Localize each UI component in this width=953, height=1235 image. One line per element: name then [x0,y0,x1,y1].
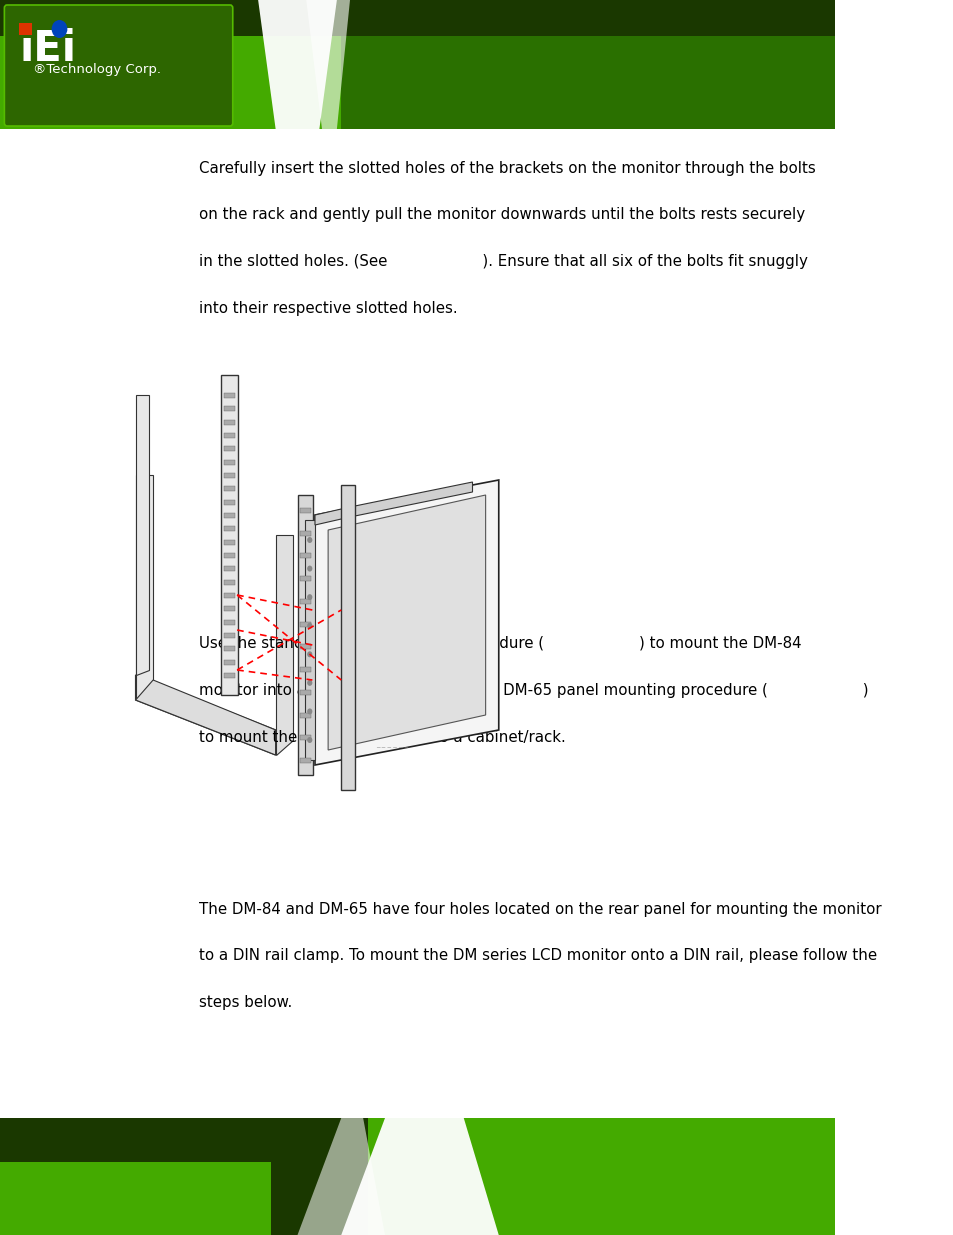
Circle shape [307,651,312,657]
Bar [224,406,234,411]
Text: steps below.: steps below. [198,995,292,1010]
Bar [300,645,311,650]
Bar [300,553,311,558]
Bar [0,128,834,1118]
Bar [224,606,234,611]
Bar [224,659,234,664]
Polygon shape [297,1118,385,1235]
Bar [224,459,234,464]
Polygon shape [135,395,149,676]
Polygon shape [314,480,498,764]
FancyBboxPatch shape [5,5,233,126]
Bar [224,646,234,651]
Bar [300,531,311,536]
Bar [224,513,234,517]
Bar [224,593,234,598]
Bar [367,1118,834,1235]
Bar [341,485,355,790]
Bar [300,713,311,718]
Polygon shape [135,475,153,700]
Bar [224,500,234,505]
Text: into their respective slotted holes.: into their respective slotted holes. [198,301,456,316]
Bar [224,673,234,678]
Bar [300,758,311,763]
Text: The DM-84 and DM-65 have four holes located on the rear panel for mounting the m: The DM-84 and DM-65 have four holes loca… [198,902,881,916]
Bar [224,634,234,638]
Bar [224,620,234,625]
Bar [224,473,234,478]
Bar [0,0,834,128]
Polygon shape [328,495,485,750]
Bar [224,393,234,398]
Polygon shape [135,676,275,755]
Text: in the slotted holes. (See                    ). Ensure that all six of the bolt: in the slotted holes. (See ). Ensure tha… [198,254,806,269]
Bar [0,1162,271,1235]
Bar [300,508,311,513]
Bar [300,599,311,604]
Polygon shape [304,520,314,760]
Circle shape [307,594,312,600]
Text: on the rack and gently pull the monitor downwards until the bolts rests securely: on the rack and gently pull the monitor … [198,207,804,222]
Bar [0,1118,834,1235]
Polygon shape [306,0,350,128]
Polygon shape [135,680,275,755]
Polygon shape [341,1118,498,1235]
Bar [300,621,311,626]
Polygon shape [275,535,293,755]
Bar [224,540,234,545]
Text: to mount the DM-65 monitor into a cabinet/rack.: to mount the DM-65 monitor into a cabine… [198,730,565,745]
Bar [224,526,234,531]
Bar [220,375,237,695]
Circle shape [307,622,312,629]
Text: Carefully insert the slotted holes of the brackets on the monitor through the bo: Carefully insert the slotted holes of th… [198,161,815,175]
Circle shape [307,709,312,714]
Bar [224,433,234,438]
Text: Use the standard panel mounting procedure (                    ) to mount the DM: Use the standard panel mounting procedur… [198,636,801,651]
Bar [224,567,234,572]
Bar [300,577,311,582]
Text: monitor into a cabinet/rack and use the DM-65 panel mounting procedure (        : monitor into a cabinet/rack and use the … [198,683,867,698]
Circle shape [51,20,68,38]
Bar [0,0,341,128]
Bar [300,667,311,672]
Circle shape [307,679,312,685]
Text: iEi: iEi [19,28,76,70]
Bar [0,0,834,36]
Text: _ _ _ _ _ _: _ _ _ _ _ _ [375,741,408,747]
Polygon shape [314,482,472,525]
Bar [300,735,311,740]
Bar [300,690,311,695]
Circle shape [307,737,312,743]
Bar [224,553,234,558]
Bar [224,487,234,492]
Bar [224,420,234,425]
Text: ®Technology Corp.: ®Technology Corp. [33,63,161,75]
Bar [297,495,313,776]
Bar [341,36,834,128]
Circle shape [307,566,312,572]
Bar [224,579,234,584]
Bar [224,446,234,451]
Polygon shape [258,0,336,128]
Bar [19,23,31,35]
Circle shape [307,537,312,543]
Text: to a DIN rail clamp. To mount the DM series LCD monitor onto a DIN rail, please : to a DIN rail clamp. To mount the DM ser… [198,948,876,963]
